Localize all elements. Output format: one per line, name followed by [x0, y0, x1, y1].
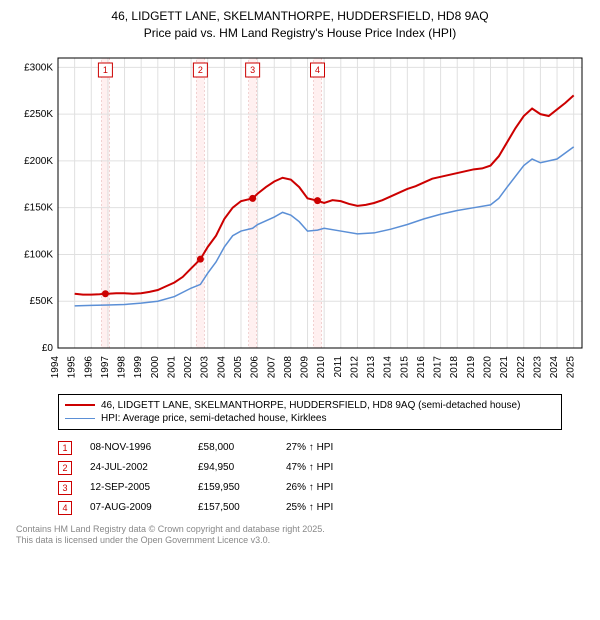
svg-text:£100K: £100K — [24, 249, 53, 260]
svg-text:£250K: £250K — [24, 109, 53, 120]
svg-text:1996: 1996 — [83, 355, 94, 378]
sale-marker: 1 — [58, 441, 72, 455]
svg-text:2007: 2007 — [266, 355, 277, 378]
sale-date: 24-JUL-2002 — [90, 462, 180, 473]
title-subtitle: Price paid vs. HM Land Registry's House … — [8, 25, 592, 42]
svg-text:2005: 2005 — [233, 355, 244, 378]
svg-text:2025: 2025 — [566, 355, 577, 378]
svg-text:2015: 2015 — [399, 355, 410, 378]
footer-attribution: Contains HM Land Registry data © Crown c… — [16, 524, 584, 547]
svg-text:2006: 2006 — [250, 355, 261, 378]
sale-price: £157,500 — [198, 502, 268, 513]
svg-text:2001: 2001 — [166, 355, 177, 378]
sale-price: £94,950 — [198, 462, 268, 473]
svg-text:2024: 2024 — [549, 355, 560, 378]
chart-title: 46, LIDGETT LANE, SKELMANTHORPE, HUDDERS… — [8, 8, 592, 42]
svg-text:£0: £0 — [42, 343, 54, 354]
svg-text:2003: 2003 — [200, 355, 211, 378]
sale-marker: 4 — [58, 501, 72, 515]
svg-text:2020: 2020 — [483, 355, 494, 378]
svg-text:2017: 2017 — [433, 355, 444, 378]
legend-label: HPI: Average price, semi-detached house,… — [101, 413, 327, 424]
svg-text:2019: 2019 — [466, 355, 477, 378]
svg-text:2022: 2022 — [516, 355, 527, 378]
sale-marker: 2 — [58, 461, 72, 475]
sale-row: 3 12-SEP-2005 £159,950 26% ↑ HPI — [58, 478, 562, 498]
footer-line1: Contains HM Land Registry data © Crown c… — [16, 524, 584, 536]
svg-text:2013: 2013 — [366, 355, 377, 378]
svg-text:£50K: £50K — [30, 296, 54, 307]
sale-diff: 27% ↑ HPI — [286, 442, 376, 453]
sale-diff: 25% ↑ HPI — [286, 502, 376, 513]
legend-swatch — [65, 418, 95, 419]
svg-text:2: 2 — [198, 65, 203, 75]
svg-text:2011: 2011 — [333, 355, 344, 377]
svg-text:£300K: £300K — [24, 62, 53, 73]
sale-row: 2 24-JUL-2002 £94,950 47% ↑ HPI — [58, 458, 562, 478]
sale-row: 4 07-AUG-2009 £157,500 25% ↑ HPI — [58, 498, 562, 518]
svg-text:2009: 2009 — [300, 355, 311, 378]
svg-text:2010: 2010 — [316, 355, 327, 378]
sale-diff: 26% ↑ HPI — [286, 482, 376, 493]
sale-date: 12-SEP-2005 — [90, 482, 180, 493]
svg-text:1995: 1995 — [67, 355, 78, 378]
sale-date: 08-NOV-1996 — [90, 442, 180, 453]
svg-text:2000: 2000 — [150, 355, 161, 378]
sale-marker: 3 — [58, 481, 72, 495]
title-address: 46, LIDGETT LANE, SKELMANTHORPE, HUDDERS… — [8, 8, 592, 25]
svg-text:1998: 1998 — [117, 355, 128, 378]
legend: 46, LIDGETT LANE, SKELMANTHORPE, HUDDERS… — [58, 394, 562, 430]
svg-text:2014: 2014 — [383, 355, 394, 378]
svg-text:2012: 2012 — [349, 355, 360, 378]
svg-text:3: 3 — [250, 65, 255, 75]
sales-table: 1 08-NOV-1996 £58,000 27% ↑ HPI 2 24-JUL-2002… — [58, 438, 562, 518]
chart-container: 46, LIDGETT LANE, SKELMANTHORPE, HUDDERS… — [0, 0, 600, 555]
svg-text:1999: 1999 — [133, 355, 144, 378]
svg-text:2008: 2008 — [283, 355, 294, 378]
svg-text:2018: 2018 — [449, 355, 460, 378]
legend-label: 46, LIDGETT LANE, SKELMANTHORPE, HUDDERS… — [101, 400, 520, 411]
sale-price: £159,950 — [198, 482, 268, 493]
sale-diff: 47% ↑ HPI — [286, 462, 376, 473]
svg-text:2021: 2021 — [499, 355, 510, 378]
svg-text:2002: 2002 — [183, 355, 194, 378]
svg-text:1994: 1994 — [50, 355, 61, 378]
svg-text:£200K: £200K — [24, 155, 53, 166]
svg-text:2016: 2016 — [416, 355, 427, 378]
footer-line2: This data is licensed under the Open Gov… — [16, 535, 584, 547]
price-chart: £0 £50K £100K £150K £200K £250K £300K 1994 1995 1… — [8, 48, 592, 383]
svg-text:2023: 2023 — [532, 355, 543, 378]
svg-text:1997: 1997 — [100, 355, 111, 378]
chart-area: £0 £50K £100K £150K £200K £250K £300K 1994 1995 1… — [8, 48, 592, 388]
sale-price: £58,000 — [198, 442, 268, 453]
svg-text:4: 4 — [315, 65, 320, 75]
svg-text:£150K: £150K — [24, 202, 53, 213]
svg-text:2004: 2004 — [216, 355, 227, 378]
legend-row: HPI: Average price, semi-detached house,… — [65, 412, 555, 425]
sale-date: 07-AUG-2009 — [90, 502, 180, 513]
sale-row: 1 08-NOV-1996 £58,000 27% ↑ HPI — [58, 438, 562, 458]
legend-row: 46, LIDGETT LANE, SKELMANTHORPE, HUDDERS… — [65, 399, 555, 412]
svg-text:1: 1 — [103, 65, 108, 75]
legend-swatch — [65, 404, 95, 406]
